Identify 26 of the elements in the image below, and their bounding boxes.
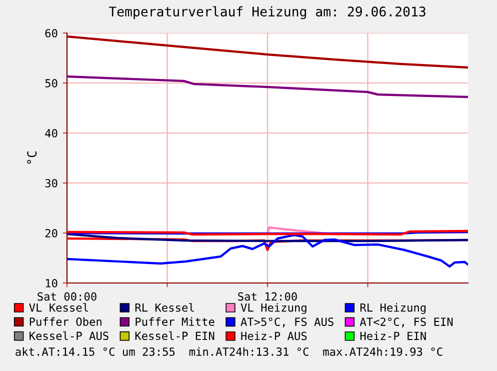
- line-series: [67, 232, 468, 242]
- legend-label: AT>5°C, FS AUS: [240, 318, 334, 328]
- x-tick-label: Sat 12:00: [238, 292, 297, 301]
- chart-title: Temperaturverlauf Heizung am: 29.06.2013: [108, 6, 426, 20]
- y-tick-label: 50: [45, 79, 58, 88]
- legend-label: VL Kessel: [29, 303, 88, 312]
- y-tick-label: 20: [45, 229, 58, 238]
- line-series: [67, 234, 468, 268]
- legend-label: AT<2°C, FS EIN: [360, 318, 453, 328]
- y-tick-label: 60: [45, 29, 58, 38]
- legend-label: Kessel-P AUS: [30, 331, 108, 340]
- y-tick-label: 30: [45, 179, 58, 188]
- legend-label: Puffer Oben: [30, 317, 102, 326]
- y-tick-label: 40: [45, 129, 58, 138]
- legend-label: Puffer Mitte: [136, 317, 214, 326]
- legend-label: Heiz-P AUS: [241, 332, 307, 340]
- legend-label: RL Kessel: [135, 303, 194, 312]
- x-tick-label: Sat 00:00: [38, 292, 96, 301]
- line-series: [67, 75, 468, 98]
- y-axis-title: °C: [27, 151, 37, 164]
- legend-label: RL Heizung: [360, 303, 426, 314]
- legend-label: Heiz-P EIN: [360, 332, 426, 340]
- text: akt.AT:14.15 °C um 23:55 min.AT24h:13.31 °C max.AT24h:19.93 °C: [16, 347, 442, 356]
- legend-label: Kessel-P EIN: [135, 331, 214, 340]
- y-tick-label: 10: [46, 279, 58, 288]
- legend-label: VL Heizung: [240, 303, 306, 314]
